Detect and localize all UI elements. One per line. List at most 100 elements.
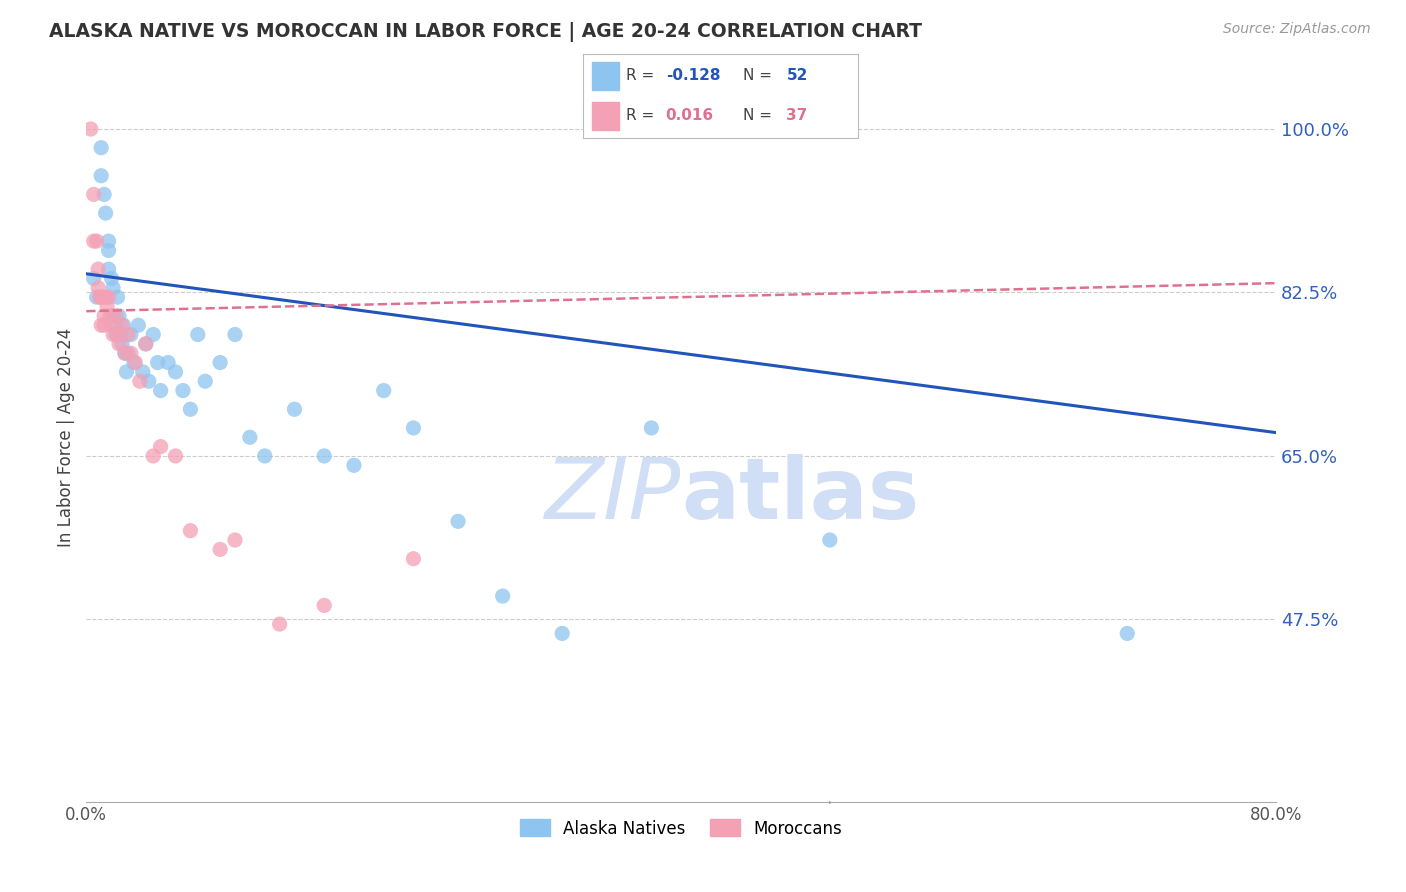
Point — [142, 449, 165, 463]
Point — [343, 458, 366, 473]
Point — [157, 355, 180, 369]
Point — [105, 309, 128, 323]
Point — [373, 384, 395, 398]
Point — [187, 327, 209, 342]
Point — [117, 346, 139, 360]
Point — [314, 449, 336, 463]
Point — [101, 327, 124, 342]
Point — [114, 346, 136, 360]
Point — [128, 374, 150, 388]
Point — [115, 365, 138, 379]
Text: ALASKA NATIVE VS MOROCCAN IN LABOR FORCE | AGE 20-24 CORRELATION CHART: ALASKA NATIVE VS MOROCCAN IN LABOR FORCE… — [49, 22, 922, 42]
Point — [100, 318, 122, 333]
Point — [83, 187, 105, 202]
Point — [89, 290, 111, 304]
Point — [551, 626, 574, 640]
Point — [105, 318, 128, 333]
Point — [80, 122, 103, 136]
Point — [283, 402, 305, 417]
Point — [101, 309, 124, 323]
Point — [253, 449, 276, 463]
Point — [146, 355, 169, 369]
Text: -0.128: -0.128 — [666, 69, 720, 84]
Text: 52: 52 — [786, 69, 808, 84]
Y-axis label: In Labor Force | Age 20-24: In Labor Force | Age 20-24 — [58, 327, 75, 547]
Point — [135, 337, 157, 351]
Bar — [592, 62, 619, 90]
Point — [120, 346, 142, 360]
Point — [90, 290, 112, 304]
Point — [112, 318, 135, 333]
Point — [97, 262, 120, 277]
Point — [107, 327, 129, 342]
Point — [83, 234, 105, 248]
Point — [100, 271, 122, 285]
Point — [818, 533, 841, 547]
Point — [314, 599, 336, 613]
Point — [402, 421, 425, 435]
Point — [124, 355, 146, 369]
Point — [114, 346, 136, 360]
Point — [97, 234, 120, 248]
Point — [94, 206, 117, 220]
Point — [179, 524, 201, 538]
Point — [93, 187, 115, 202]
Point — [1116, 626, 1139, 640]
Point — [83, 271, 105, 285]
Point — [94, 290, 117, 304]
Point — [93, 309, 115, 323]
Text: N =: N = — [742, 108, 776, 123]
Point — [127, 318, 149, 333]
Point — [402, 551, 425, 566]
Text: 37: 37 — [786, 108, 807, 123]
Point — [224, 533, 246, 547]
Point — [209, 542, 232, 557]
Point — [111, 337, 134, 351]
Bar — [592, 102, 619, 130]
Point — [108, 309, 131, 323]
Text: R =: R = — [626, 69, 659, 84]
Text: Source: ZipAtlas.com: Source: ZipAtlas.com — [1223, 22, 1371, 37]
Point — [120, 327, 142, 342]
Point — [97, 290, 120, 304]
Point — [105, 327, 128, 342]
Point — [492, 589, 515, 603]
Point — [640, 421, 662, 435]
Point — [87, 262, 110, 277]
Point — [96, 300, 118, 314]
Point — [239, 430, 262, 444]
Point — [209, 355, 232, 369]
Point — [117, 327, 139, 342]
Point — [90, 169, 112, 183]
Point — [269, 617, 291, 632]
Text: ZIP: ZIP — [546, 454, 681, 537]
Point — [122, 355, 145, 369]
Point — [149, 440, 172, 454]
Point — [86, 234, 108, 248]
Point — [132, 365, 155, 379]
Point — [179, 402, 201, 417]
Point — [86, 290, 108, 304]
Point — [87, 281, 110, 295]
Point — [142, 327, 165, 342]
Point — [224, 327, 246, 342]
Point — [165, 365, 187, 379]
Point — [110, 327, 132, 342]
Text: atlas: atlas — [681, 454, 920, 537]
Text: 0.016: 0.016 — [666, 108, 714, 123]
Point — [194, 374, 217, 388]
Text: N =: N = — [742, 69, 776, 84]
Text: R =: R = — [626, 108, 664, 123]
Point — [90, 318, 112, 333]
Point — [108, 337, 131, 351]
Point — [138, 374, 160, 388]
Point — [93, 318, 115, 333]
Point — [107, 290, 129, 304]
Point — [101, 281, 124, 295]
Point — [90, 141, 112, 155]
Point — [111, 318, 134, 333]
Point — [165, 449, 187, 463]
Legend: Alaska Natives, Moroccans: Alaska Natives, Moroccans — [513, 813, 849, 844]
Point — [91, 290, 114, 304]
Point — [135, 337, 157, 351]
